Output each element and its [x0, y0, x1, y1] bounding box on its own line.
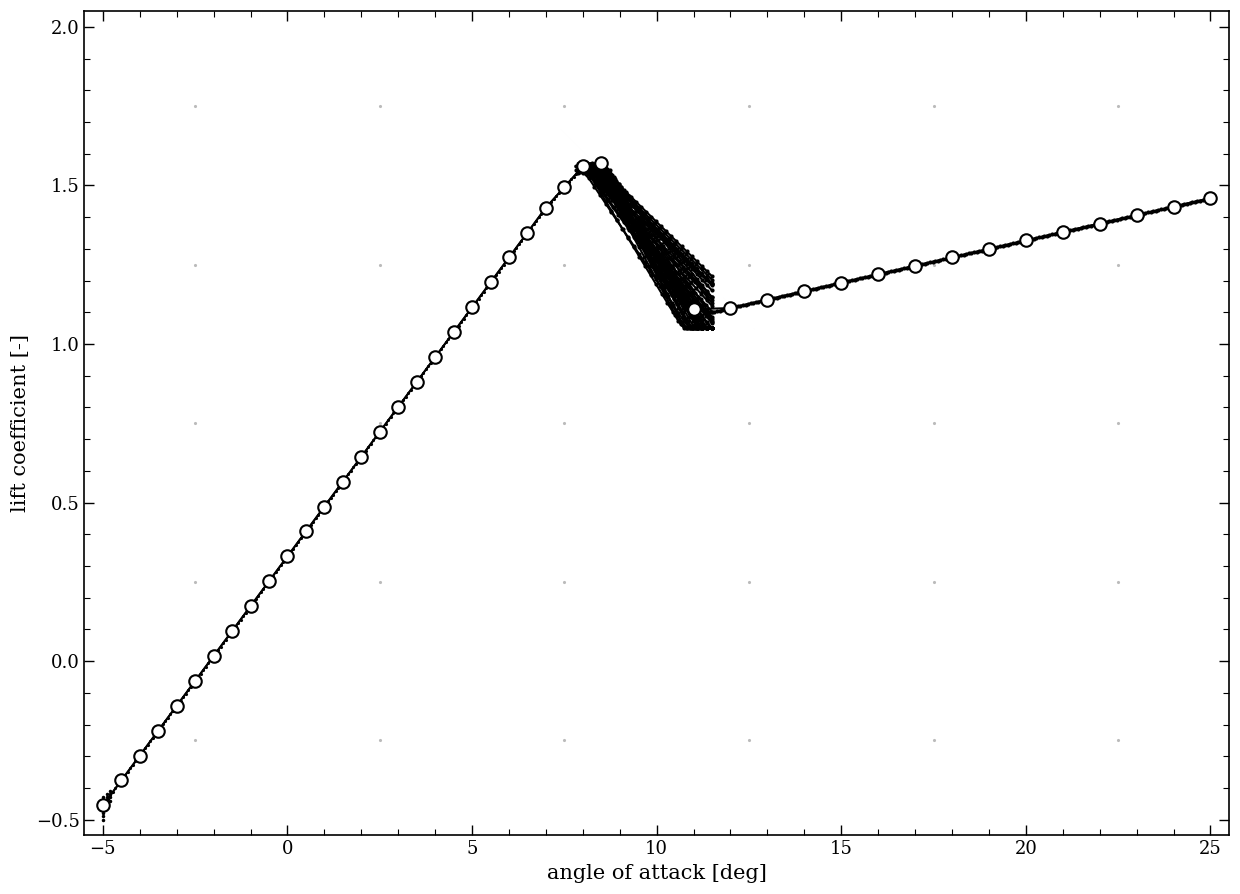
X-axis label: angle of attack [deg]: angle of attack [deg] [547, 864, 766, 883]
Y-axis label: lift coefficient [-]: lift coefficient [-] [11, 334, 30, 512]
